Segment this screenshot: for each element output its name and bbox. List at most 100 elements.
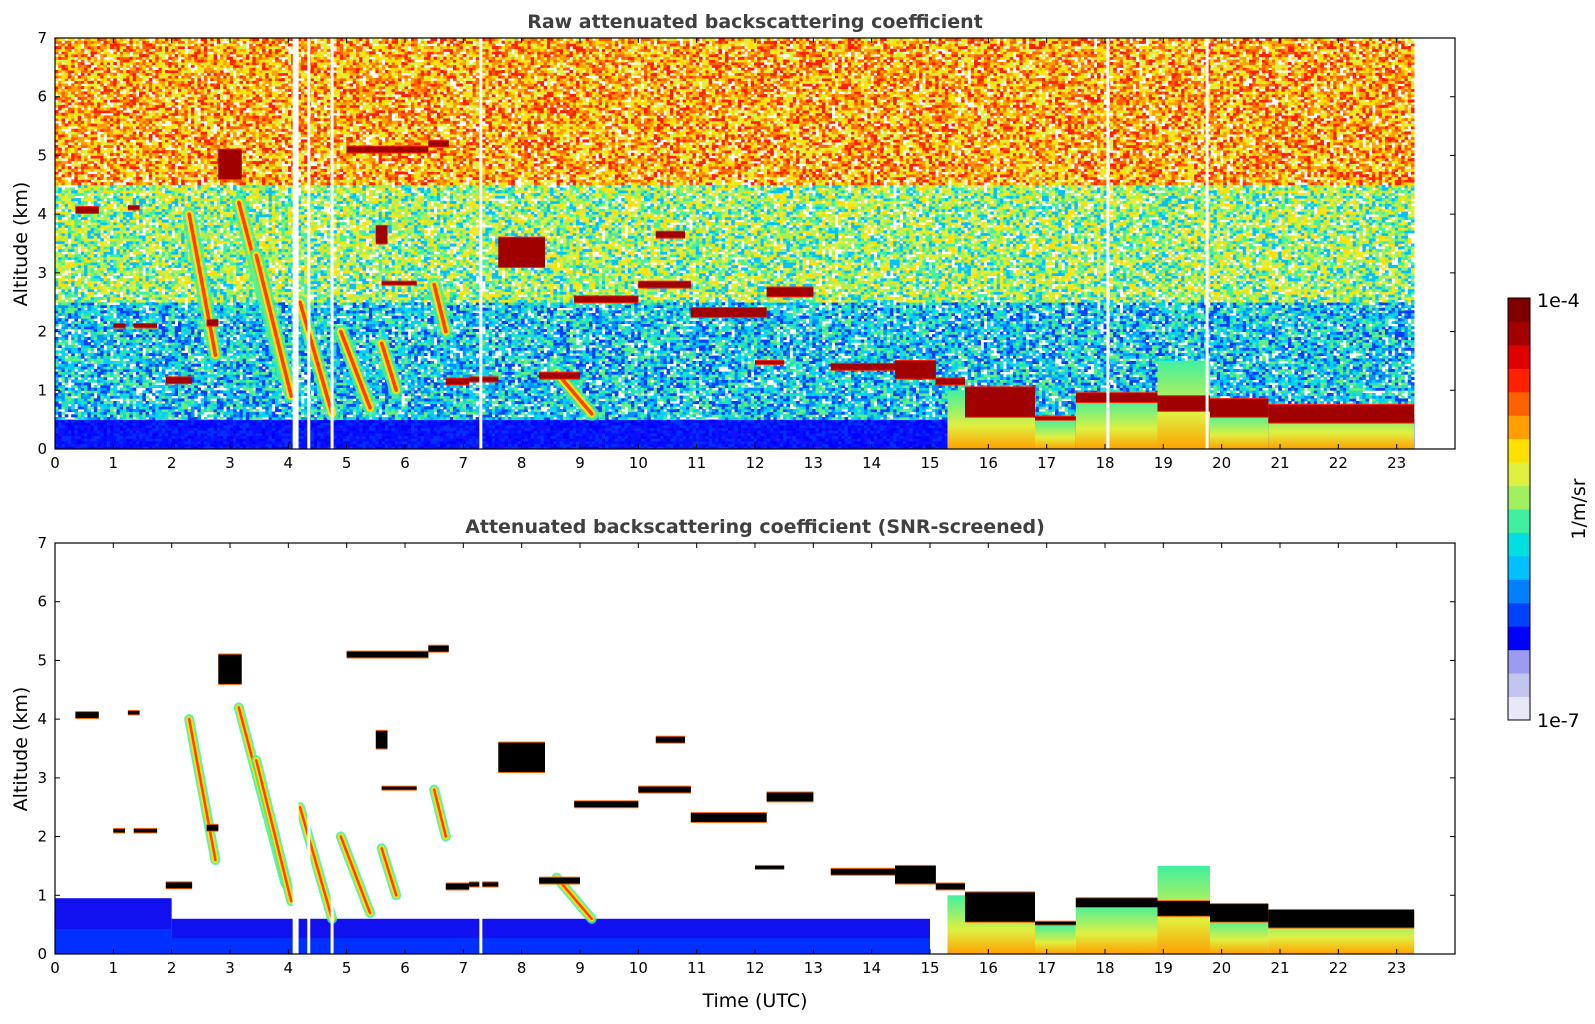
noise-cell	[62, 444, 66, 447]
noise-cell	[168, 441, 172, 444]
noise-cell	[340, 441, 344, 444]
noise-cell	[893, 444, 897, 447]
noise-cell	[350, 441, 354, 444]
noise-cell	[272, 444, 276, 447]
noise-cell	[657, 444, 661, 447]
noise-cell	[793, 444, 797, 447]
noise-cell	[683, 444, 687, 447]
noise-cell	[417, 441, 421, 444]
noise-cell	[152, 444, 156, 447]
noise-cell	[87, 441, 91, 444]
noise-cell	[861, 444, 865, 447]
noise-cell	[806, 444, 810, 447]
noise-cell	[288, 441, 292, 444]
noise-cell	[340, 444, 344, 447]
noise-cell	[353, 441, 357, 444]
noise-cell	[133, 444, 137, 447]
noise-cell	[913, 444, 917, 447]
noise-cell	[702, 444, 706, 447]
noise-cell	[427, 444, 431, 447]
noise-cell	[262, 444, 266, 447]
noise-cell	[670, 444, 674, 447]
noise-cell	[311, 444, 315, 447]
noise-cell	[343, 441, 347, 444]
noise-cell	[142, 444, 146, 447]
noise-cell	[586, 444, 590, 447]
noise-cell	[909, 444, 913, 447]
noise-cell	[822, 444, 826, 447]
noise-cell	[864, 444, 868, 447]
noise-cell	[803, 444, 807, 447]
noise-cell	[835, 444, 839, 447]
noise-cell	[81, 441, 85, 444]
panel-raw: Raw attenuated backscattering coefficien…	[10, 11, 1455, 472]
noise-cell	[58, 444, 62, 447]
noise-cell	[155, 444, 159, 447]
noise-cell	[531, 444, 535, 447]
noise-cell	[589, 444, 593, 447]
noise-cell	[146, 441, 150, 444]
noise-cell	[201, 444, 205, 447]
noise-cell	[566, 444, 570, 447]
noise-cell	[871, 444, 875, 447]
noise-cell	[81, 444, 85, 447]
noise-cell	[851, 444, 855, 447]
noise-cell	[469, 441, 473, 444]
noise-cell	[489, 444, 493, 447]
noise-cell	[644, 444, 648, 447]
noise-cell	[301, 441, 305, 444]
noise-cell	[583, 444, 587, 447]
noise-cell	[498, 444, 502, 447]
noise-cell	[563, 444, 567, 447]
noise-cell	[942, 444, 946, 447]
noise-cell	[405, 441, 409, 444]
noise-cell	[223, 444, 227, 447]
noise-cell	[369, 441, 373, 444]
noise-cell	[440, 441, 444, 444]
noise-cell	[246, 441, 250, 444]
noise-cell	[401, 444, 405, 447]
noise-cell	[379, 444, 383, 447]
noise-cell	[97, 444, 101, 447]
noise-cell	[139, 444, 143, 447]
noise-cell	[731, 444, 735, 447]
noise-cell	[922, 444, 926, 447]
noise-cell	[741, 444, 745, 447]
noise-cell	[311, 441, 315, 444]
noise-cell	[385, 441, 389, 444]
noise-cell	[94, 444, 98, 447]
noise-cell	[320, 441, 324, 444]
noise-cell	[217, 441, 221, 444]
noise-cell	[786, 444, 790, 447]
noise-cell	[372, 441, 376, 444]
noise-cell	[676, 444, 680, 447]
noise-cell	[417, 444, 421, 447]
noise-cell	[764, 444, 768, 447]
noise-cell	[97, 441, 101, 444]
noise-cell	[123, 444, 127, 447]
noise-cell	[916, 444, 920, 447]
noise-cell	[460, 441, 464, 444]
noise-cell	[900, 444, 904, 447]
noise-cell	[799, 444, 803, 447]
noise-cell	[117, 441, 121, 444]
noise-cell	[443, 441, 447, 444]
noise-cell	[553, 444, 557, 447]
noise-cell	[427, 441, 431, 444]
noise-cell	[602, 444, 606, 447]
noise-cell	[100, 441, 104, 444]
noise-cell	[547, 444, 551, 447]
noise-cell	[473, 444, 477, 447]
noise-cell	[485, 444, 489, 447]
noise-cell	[233, 444, 237, 447]
noise-cell	[129, 444, 133, 447]
noise-cell	[149, 444, 153, 447]
noise-cell	[126, 441, 130, 444]
noise-cell	[744, 444, 748, 447]
noise-cell	[317, 441, 321, 444]
noise-cell	[460, 444, 464, 447]
noise-cell	[129, 441, 133, 444]
noise-cell	[366, 444, 370, 447]
noise-cell	[207, 441, 211, 444]
noise-cell	[608, 444, 612, 447]
